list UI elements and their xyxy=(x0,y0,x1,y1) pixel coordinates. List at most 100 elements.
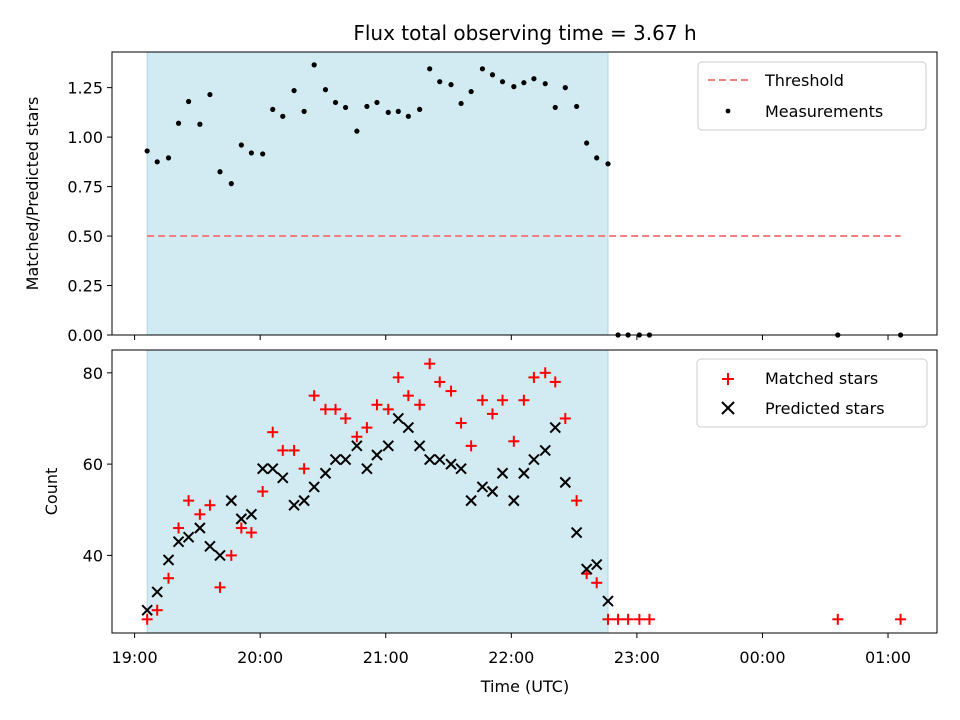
y-tick-label: 0.50 xyxy=(67,227,103,246)
measurement-point xyxy=(185,98,192,105)
legend-threshold-label: Threshold xyxy=(764,71,844,90)
measurement-point xyxy=(354,128,360,134)
x-tick-label: 22:00 xyxy=(488,648,534,667)
predicted-star-point xyxy=(455,462,467,475)
measurement-point xyxy=(385,109,391,115)
matched-star-point xyxy=(539,367,551,379)
matched-stars-points xyxy=(141,358,907,625)
measurement-point xyxy=(238,142,244,148)
matched-star-point xyxy=(549,376,561,388)
measurement-point xyxy=(207,91,213,98)
y-tick-label: 1.25 xyxy=(67,79,103,98)
x-tick-label: 20:00 xyxy=(237,648,283,667)
top-x-axis-ticks xyxy=(134,335,889,340)
y-tick-label: 80 xyxy=(83,364,103,383)
chart-title: Flux total observing time = 3.67 h xyxy=(353,21,696,45)
predicted-star-point xyxy=(382,440,394,452)
predicted-star-point xyxy=(182,531,195,543)
matched-star-point xyxy=(465,440,477,452)
measurement-point xyxy=(542,81,548,87)
top-legend-box xyxy=(697,61,927,131)
matched-star-point xyxy=(518,394,530,406)
x-tick-label: 19:00 xyxy=(112,648,158,667)
measurement-point xyxy=(562,85,568,91)
matched-star-point xyxy=(277,444,289,456)
matched-star-point xyxy=(424,358,436,370)
measurement-point xyxy=(574,103,580,110)
measurement-point xyxy=(395,108,401,114)
matched-star-point xyxy=(340,412,352,424)
matched-star-point xyxy=(402,390,414,402)
y-tick-label: 1.00 xyxy=(67,128,103,147)
measurement-point xyxy=(228,181,234,187)
predicted-star-point xyxy=(518,467,530,479)
y-tick-label: 60 xyxy=(83,455,103,474)
predicted-star-point xyxy=(559,476,572,489)
bottom-legend-box xyxy=(696,358,928,428)
matched-star-point xyxy=(633,613,645,625)
matched-star-point xyxy=(351,431,363,443)
legend-measurements-swatch xyxy=(725,108,731,114)
measurement-point xyxy=(584,140,590,146)
matched-star-point xyxy=(392,371,404,383)
measurement-point xyxy=(417,106,423,112)
predicted-star-point xyxy=(528,453,540,466)
measurement-point xyxy=(521,80,527,86)
matched-star-point xyxy=(163,572,175,584)
matched-star-point xyxy=(895,613,907,625)
measurement-point xyxy=(437,79,443,85)
top-y-axis-ticks: 0.00 0.25 0.50 0.75 1.00 1.25 xyxy=(67,79,112,345)
top-plot-frame xyxy=(111,51,938,336)
predicted-star-point xyxy=(423,453,436,466)
matched-star-point xyxy=(445,385,457,397)
matched-star-point xyxy=(183,495,195,507)
measurement-point xyxy=(405,113,411,119)
predicted-star-point xyxy=(151,586,163,598)
predicted-star-point xyxy=(204,540,216,552)
measurement-point xyxy=(468,88,474,95)
x-tick-label: 21:00 xyxy=(363,648,409,667)
predicted-star-point xyxy=(392,412,405,425)
predicted-star-point xyxy=(549,421,561,434)
bottom-x-axis-ticks: 19:00 20:00 21:00 22:00 23:00 00:00 01:00 xyxy=(112,633,911,667)
bottom-y-axis-label: Count xyxy=(42,468,61,516)
measurement-point xyxy=(448,82,454,88)
measurement-point xyxy=(175,120,182,126)
measurement-point xyxy=(458,100,464,107)
matched-star-point xyxy=(319,403,331,415)
y-tick-label: 0.75 xyxy=(67,178,103,197)
predicted-star-point xyxy=(590,558,603,571)
measurement-point xyxy=(165,155,172,161)
measurement-point xyxy=(605,161,611,167)
top-panel: 0.00 0.25 0.50 0.75 1.00 1.25 Matched/Predict… xyxy=(23,51,938,345)
legend-matched-label: Matched stars xyxy=(765,369,878,388)
measurement-point xyxy=(531,76,537,82)
matched-star-point xyxy=(559,412,571,424)
matched-star-point xyxy=(245,527,257,539)
measurement-point xyxy=(594,155,600,161)
measurement-point xyxy=(154,159,160,165)
x-tick-label: 23:00 xyxy=(614,648,660,667)
matched-star-point xyxy=(204,499,216,511)
measurement-point xyxy=(291,87,297,94)
predicted-star-point xyxy=(162,554,175,566)
bottom-legend: Matched stars Predicted stars xyxy=(696,358,928,428)
predicted-star-point xyxy=(339,453,352,466)
predicted-star-point xyxy=(402,421,415,434)
measurement-point xyxy=(280,113,286,119)
matched-star-point xyxy=(643,613,655,625)
measurement-point xyxy=(144,148,150,154)
legend-measurements-label: Measurements xyxy=(765,102,883,121)
predicted-star-point xyxy=(413,440,426,452)
matched-star-point xyxy=(298,463,310,475)
predicted-stars-points xyxy=(141,412,614,616)
predicted-star-point xyxy=(256,462,269,475)
measurement-point xyxy=(499,79,506,85)
measurement-point xyxy=(311,62,317,68)
bottom-observing-window-shade xyxy=(146,349,609,634)
predicted-star-point xyxy=(539,444,551,457)
legend-predicted-swatch xyxy=(721,401,735,415)
matched-star-point xyxy=(486,408,498,420)
measurement-point xyxy=(552,104,558,111)
